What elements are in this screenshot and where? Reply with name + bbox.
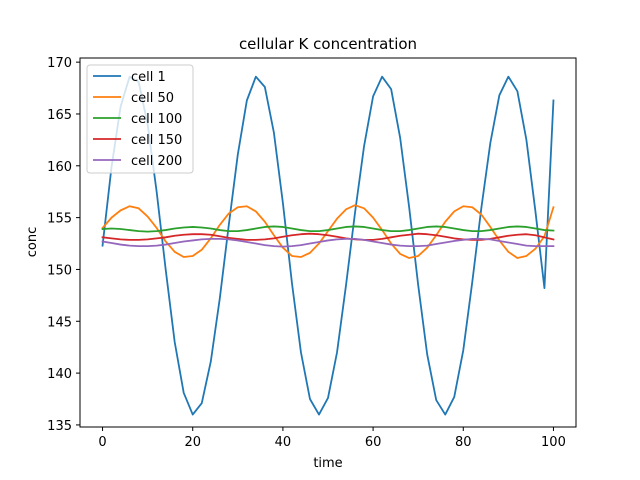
y-tick-label: 140 — [47, 367, 72, 382]
axes-frame — [79, 57, 577, 428]
series-line-cell-200 — [101, 237, 555, 248]
legend: cell 1 cell 50 cell 100 cell 150 cell 200 — [86, 64, 194, 174]
x-tick-label: 80 — [455, 435, 472, 450]
y-axis: 135 140 145 150 155 160 165 170 — [47, 56, 80, 434]
y-tick-label: 145 — [47, 315, 72, 330]
legend-label: cell 100 — [131, 112, 182, 127]
legend-label: cell 150 — [131, 133, 182, 148]
y-tick-label: 135 — [47, 419, 72, 434]
legend-label: cell 50 — [131, 91, 174, 106]
plot-area — [101, 75, 555, 416]
legend-box — [86, 64, 194, 174]
series-line-cell-100 — [101, 225, 555, 233]
x-tick-label: 100 — [541, 435, 566, 450]
y-tick-label: 165 — [47, 108, 72, 123]
x-tick-label: 60 — [365, 435, 382, 450]
legend-label: cell 1 — [131, 70, 166, 85]
y-tick-label: 160 — [47, 160, 72, 175]
x-tick-label: 20 — [184, 435, 201, 450]
y-tick-label: 150 — [47, 263, 72, 278]
x-tick-label: 0 — [98, 435, 106, 450]
y-tick-label: 170 — [47, 56, 72, 71]
chart-title: cellular K concentration — [239, 35, 417, 53]
x-axis-label: time — [313, 456, 342, 471]
series-line-cell-150 — [101, 232, 555, 241]
x-axis: 0 20 40 60 80 100 — [98, 427, 566, 450]
series-line-cell-1 — [101, 75, 555, 416]
x-tick-label: 40 — [275, 435, 292, 450]
y-axis-label: conc — [25, 227, 40, 258]
series-line-cell-50 — [101, 204, 555, 259]
legend-label: cell 200 — [131, 154, 182, 169]
y-tick-label: 155 — [47, 212, 72, 227]
